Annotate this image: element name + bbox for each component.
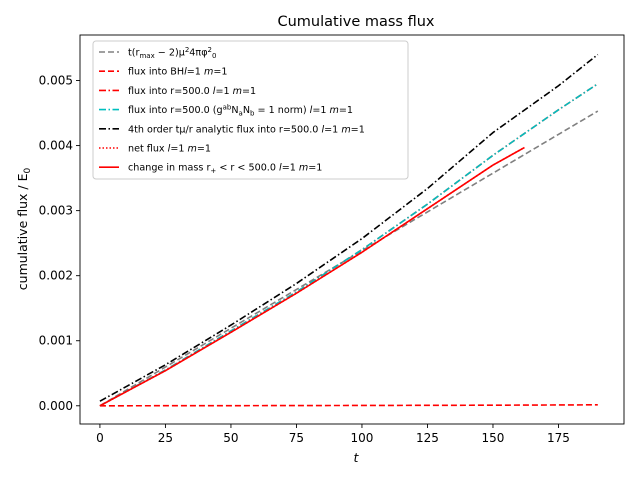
series-line-4	[99, 53, 599, 402]
series-layer	[99, 53, 599, 407]
chart-title: Cumulative mass flux	[277, 14, 434, 30]
plot-frame	[79, 34, 625, 425]
x-tick-label: 50	[223, 431, 238, 445]
x-tick-label: 100	[351, 431, 374, 445]
x-axis-label: t	[354, 450, 360, 465]
x-tick-label: 150	[482, 431, 505, 445]
legend-entries: t(rmax − 2)μ24πφ20 flux into BHl=1 m=1 flu…	[99, 46, 365, 175]
y-tick-label: 0.003	[39, 204, 73, 218]
y-tick-label: 0.002	[39, 269, 73, 283]
y-axis-ticks: 0.000 0.001 0.002 0.003 0.004 0.005	[39, 74, 80, 413]
y-tick-label: 0.004	[39, 139, 73, 153]
legend-label-0: t(rmax − 2)μ24πφ20	[128, 46, 216, 60]
legend-label-3: flux into r=500.0 (gabNaNb = 1 norm) l=1…	[128, 104, 353, 118]
y-tick-label: 0.005	[39, 74, 73, 88]
legend-label-6: change in mass r+ < r < 500.0 l=1 m=1	[128, 163, 322, 176]
legend-label-5: net flux l=1 m=1	[128, 144, 211, 155]
x-tick-label: 25	[158, 431, 173, 445]
legend-box	[92, 40, 409, 180]
series-line-6	[99, 146, 525, 407]
x-tick-label: 0	[96, 431, 104, 445]
legend-label-4: 4th order tμ/r analytic flux into r=500.…	[128, 124, 365, 135]
x-axis-ticks: 0 25 50 75 100 125 150 175	[96, 424, 570, 445]
legend-label-1: flux into BHl=1 m=1	[128, 67, 227, 78]
x-tick-label: 175	[547, 431, 570, 445]
series-line-1	[99, 404, 598, 407]
y-tick-label: 0.000	[39, 399, 73, 413]
x-tick-label: 75	[289, 431, 304, 445]
legend: t(rmax − 2)μ24πφ20 flux into BHl=1 m=1 flu…	[92, 40, 409, 180]
x-tick-label: 125	[416, 431, 439, 445]
y-tick-label: 0.001	[39, 334, 73, 348]
legend-label-2: flux into r=500.0 l=1 m=1	[128, 86, 256, 97]
y-axis-label: cumulative flux / E0	[15, 168, 33, 291]
